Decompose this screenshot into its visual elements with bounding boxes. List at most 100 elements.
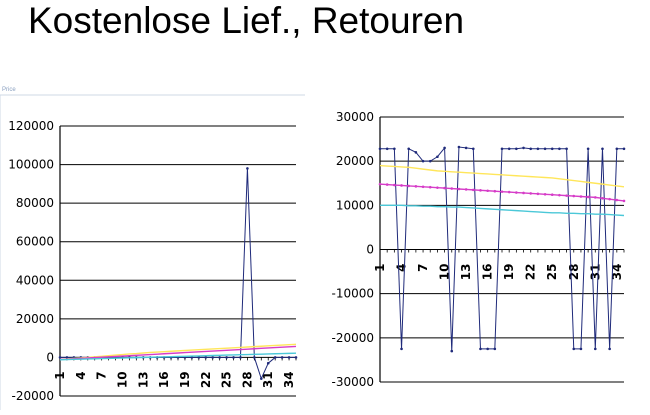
left-chart: Price 120000 100000 80000 60000 40000 20000 0 -2… [0, 82, 305, 410]
y-tick-label: 0 [366, 243, 374, 257]
data-point [378, 182, 382, 186]
data-point [486, 347, 489, 351]
data-point [565, 147, 568, 151]
data-point [479, 347, 482, 351]
x-tick-label: 4 [74, 371, 88, 379]
data-point [558, 147, 561, 151]
data-point [65, 356, 69, 359]
right-chart-svg: 30000 20000 10000 0 -10000 -20000 -30000 1 4 7 10 1… [331, 110, 626, 389]
right-chart: 30000 20000 10000 0 -10000 -20000 -30000 1 4 7 10 1… [318, 102, 650, 402]
data-point [407, 184, 411, 188]
x-tick-label: 28 [567, 264, 581, 281]
data-point [529, 147, 533, 151]
left-chart-svg: Price 120000 100000 80000 60000 40000 20000 0 -2… [0, 87, 305, 410]
data-point [515, 191, 518, 194]
data-point [450, 349, 454, 353]
data-point [515, 147, 518, 151]
data-point [58, 356, 62, 359]
data-point [232, 356, 235, 359]
data-point [565, 194, 568, 197]
y-tick-label: 120000 [8, 119, 54, 133]
data-point [493, 189, 497, 193]
data-point [204, 356, 208, 359]
data-point [436, 155, 439, 159]
x-tick-label: 19 [178, 371, 192, 388]
data-point [586, 147, 590, 151]
data-point [536, 192, 540, 196]
y-tick-label: 10000 [336, 198, 374, 212]
series-line [59, 343, 297, 361]
data-point [407, 147, 411, 151]
data-point [253, 356, 256, 359]
y-tick-label: 80000 [16, 196, 54, 210]
data-point [443, 186, 446, 190]
x-tick-label: 34 [610, 264, 624, 281]
data-point [622, 147, 626, 151]
x-tick-label: 1 [53, 371, 67, 379]
data-point [266, 361, 270, 365]
x-tick-label: 31 [261, 371, 275, 388]
data-point [393, 183, 396, 187]
data-point [287, 356, 291, 359]
data-point [507, 190, 511, 194]
data-point [464, 146, 468, 150]
data-point [225, 356, 228, 359]
data-point [593, 196, 597, 199]
data-point [421, 185, 425, 189]
x-tick-label: 16 [481, 264, 495, 281]
series-line [59, 345, 297, 361]
data-point [294, 356, 298, 359]
x-tick-label: 7 [95, 371, 109, 379]
x-tick-label: 25 [545, 264, 559, 281]
x-tick-label: 25 [220, 371, 234, 388]
x-tick-label: 31 [588, 264, 602, 281]
data-point [400, 347, 403, 351]
x-tick-label: 16 [157, 371, 171, 388]
data-point [385, 183, 389, 186]
chart-corner-label: Price [2, 87, 16, 93]
data-point [550, 147, 554, 151]
x-tick-label: 13 [459, 264, 473, 281]
x-tick-label: 28 [240, 371, 254, 388]
data-point [543, 147, 547, 151]
data-point [436, 186, 439, 189]
series-line [59, 352, 297, 361]
y-tick-label: 30000 [336, 110, 374, 124]
data-point [464, 188, 468, 191]
data-point [608, 347, 611, 351]
data-point [500, 190, 504, 193]
data-point [579, 347, 583, 351]
data-point [622, 199, 626, 203]
data-point [558, 193, 561, 197]
x-tick-label: 10 [438, 264, 452, 281]
x-tick-label: 19 [502, 264, 516, 281]
data-point [273, 356, 277, 359]
slide-title: Kostenlose Lief., Retouren [28, 0, 465, 41]
data-point [529, 192, 533, 195]
data-point [457, 187, 461, 191]
data-point [579, 195, 583, 198]
data-point [522, 146, 525, 150]
data-point [393, 147, 396, 151]
y-tick-label: 40000 [16, 273, 54, 287]
data-point [601, 196, 604, 200]
y-tick-label: 100000 [8, 158, 54, 172]
data-point [385, 147, 389, 151]
data-point [378, 147, 382, 151]
x-tick-label: 7 [416, 264, 430, 272]
data-point [593, 347, 597, 351]
data-point [457, 145, 461, 149]
x-tick-label: 13 [136, 371, 150, 388]
data-point [197, 356, 201, 359]
x-tick-label: 4 [395, 264, 409, 272]
data-point [615, 198, 619, 202]
x-tick-label: 34 [282, 371, 296, 388]
data-point [586, 195, 590, 199]
data-point [572, 194, 576, 198]
data-point [414, 151, 418, 154]
data-point [601, 147, 604, 151]
data-point [522, 191, 525, 195]
data-point [536, 147, 540, 151]
y-tick-label: 0 [46, 350, 54, 364]
data-point [443, 146, 446, 150]
